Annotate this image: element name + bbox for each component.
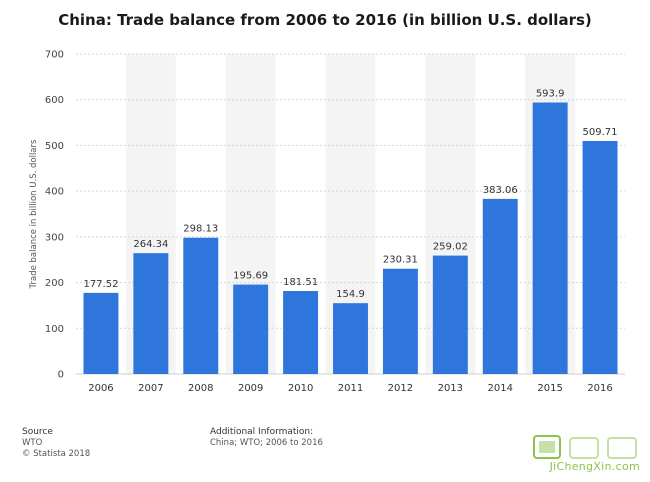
y-tick-label: 700 <box>45 50 64 61</box>
x-tick-label: 2011 <box>338 383 363 394</box>
x-tick-label: 2013 <box>438 383 463 394</box>
bar <box>582 140 618 374</box>
data-label: 230.31 <box>383 255 418 266</box>
source-block: Source WTO © Statista 2018 <box>22 427 90 460</box>
bar <box>83 292 119 374</box>
data-label: 298.13 <box>183 224 218 235</box>
data-label: 177.52 <box>83 279 118 290</box>
y-tick-label: 500 <box>45 141 64 152</box>
bar <box>333 303 368 374</box>
source-heading: Source <box>22 427 53 437</box>
data-label: 593.9 <box>536 89 565 100</box>
y-tick-label: 200 <box>45 278 64 289</box>
x-tick-label: 2006 <box>88 383 113 394</box>
watermark-text: JiChengXin.com <box>549 460 640 473</box>
x-tick-label: 2014 <box>488 383 513 394</box>
data-label: 195.69 <box>233 271 268 282</box>
data-label: 181.51 <box>283 277 318 288</box>
y-tick-label: 600 <box>45 95 64 106</box>
y-tick-label: 400 <box>45 187 64 198</box>
x-tick-label: 2008 <box>188 383 213 394</box>
x-tick-label: 2009 <box>238 383 263 394</box>
data-label: 259.02 <box>433 242 468 253</box>
data-label: 383.06 <box>483 185 518 196</box>
bar <box>382 268 418 374</box>
additional-info-block: Additional Information: China; WTO; 2006… <box>210 427 323 449</box>
additional-info-heading: Additional Information: <box>210 427 314 437</box>
x-tick-label: 2007 <box>138 383 163 394</box>
bar <box>233 284 269 374</box>
bar <box>432 255 468 374</box>
bar <box>133 253 169 374</box>
source-line: WTO <box>22 438 43 448</box>
bar <box>532 102 568 374</box>
y-tick-label: 300 <box>45 232 64 243</box>
y-tick-label: 0 <box>58 370 64 381</box>
watermark-logo: JiChengXin.com <box>528 434 646 476</box>
bar <box>183 237 219 374</box>
y-axis-title: Trade balance in billion U.S. dollars <box>29 139 39 289</box>
y-tick-label: 100 <box>45 324 64 335</box>
bar <box>283 291 319 374</box>
data-label: 264.34 <box>133 239 168 250</box>
x-tick-label: 2016 <box>587 383 612 394</box>
data-label: 154.9 <box>336 289 365 300</box>
data-label: 509.71 <box>583 127 618 138</box>
x-tick-label: 2012 <box>388 383 413 394</box>
x-tick-label: 2010 <box>288 383 313 394</box>
chart-title: China: Trade balance from 2006 to 2016 (… <box>58 11 592 29</box>
bar <box>482 198 518 374</box>
additional-info-line: China; WTO; 2006 to 2016 <box>210 438 323 448</box>
x-tick-label: 2015 <box>537 383 562 394</box>
watermark-icon <box>533 435 637 459</box>
copyright-line: © Statista 2018 <box>22 449 91 459</box>
